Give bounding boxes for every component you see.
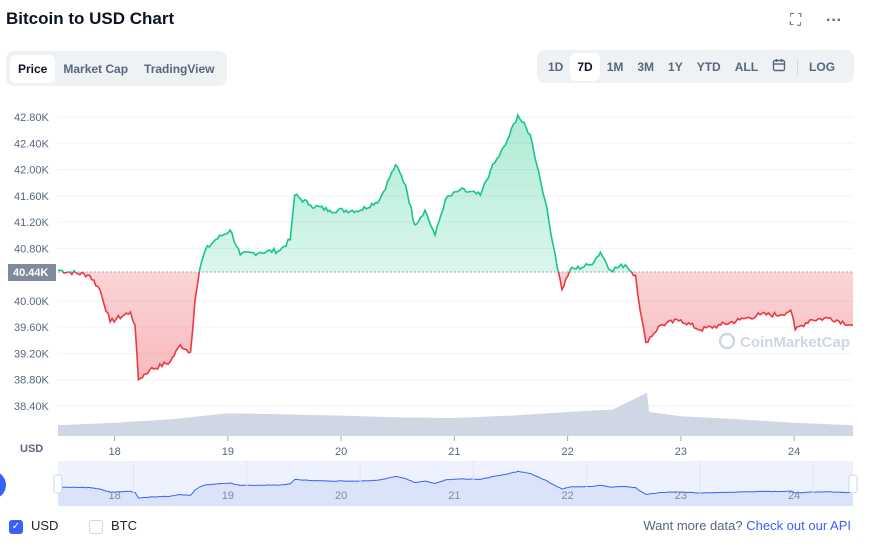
checkbox-box — [89, 519, 103, 534]
price-area-up — [58, 115, 632, 272]
x-tick-label: 21 — [448, 446, 460, 458]
tab-price[interactable]: Price — [10, 54, 56, 83]
more-icon[interactable]: ··· — [826, 12, 842, 29]
fullscreen-icon[interactable]: ⛶ — [790, 12, 802, 29]
navigator-area — [58, 471, 853, 506]
price-chart[interactable]: 18 19 20 21 22 23 24 42.80K 42.40K 42.00K 41.60K 4… — [0, 0, 870, 520]
y-tick-label: 42.80K — [14, 112, 50, 124]
navigator-label: 19 — [222, 490, 234, 502]
usd-checkbox[interactable]: ✓ USD — [9, 518, 58, 534]
navigator-label: 23 — [675, 490, 687, 502]
x-tick-label: 18 — [108, 446, 120, 458]
log-scale-toggle[interactable]: LOG — [809, 59, 836, 74]
calendar-icon[interactable] — [765, 51, 793, 82]
floating-action-button[interactable] — [0, 471, 6, 499]
divider — [797, 58, 799, 75]
y-tick-label: 38.80K — [14, 375, 50, 387]
navigator-label: 21 — [448, 490, 460, 502]
volume-area — [58, 392, 853, 436]
y-tick-label: 41.60K — [14, 191, 50, 203]
price-line-down — [62, 271, 853, 382]
navigator-handle-left[interactable] — [53, 474, 63, 494]
y-tick-label: 40.80K — [14, 243, 50, 255]
usd-label: USD — [31, 518, 59, 533]
range-all[interactable]: ALL — [734, 59, 759, 74]
navigator-handle-right[interactable] — [848, 474, 858, 494]
x-tick-label: 23 — [675, 446, 687, 458]
range-3m[interactable]: 3M — [637, 59, 655, 74]
baseline-value: 40.44K — [13, 267, 49, 279]
y-tick-label: 38.40K — [14, 401, 50, 413]
range-1y[interactable]: 1Y — [668, 59, 683, 74]
more-data-text: Want more data? — [643, 518, 743, 533]
price-area-down — [63, 271, 853, 380]
x-tick-label: 19 — [222, 446, 234, 458]
navigator-label: 20 — [335, 490, 347, 502]
tab-market-cap[interactable]: Market Cap — [63, 61, 129, 76]
range-1m[interactable]: 1M — [606, 59, 624, 74]
navigator-label: 18 — [108, 490, 120, 502]
range-1d[interactable]: 1D — [548, 59, 564, 74]
check-icon: ✓ — [9, 519, 23, 534]
watermark: CoinMarketCap — [740, 334, 850, 351]
baseline-badge — [8, 263, 56, 281]
range-ytd[interactable]: YTD — [696, 59, 721, 74]
navigator-label: 22 — [561, 490, 573, 502]
x-tick-label: 20 — [335, 446, 347, 458]
tab-tradingview[interactable]: TradingView — [144, 61, 215, 76]
btc-checkbox[interactable]: BTC — [89, 518, 137, 534]
range-7d[interactable]: 7D — [570, 52, 600, 81]
api-link[interactable]: Check out our API — [746, 518, 851, 533]
navigator-label: 24 — [788, 490, 800, 502]
y-axis-unit: USD — [20, 443, 43, 455]
chart-type-tabs: Price Market Cap TradingView — [6, 51, 227, 86]
x-tick-label: 22 — [561, 446, 573, 458]
x-tick-label: 24 — [788, 446, 800, 458]
y-tick-label: 39.20K — [14, 348, 50, 360]
y-tick-label: 41.20K — [14, 217, 50, 229]
coinmarketcap-logo — [718, 332, 736, 350]
y-tick-label: 40.00K — [14, 296, 50, 308]
btc-label: BTC — [111, 518, 137, 533]
y-tick-label: 39.60K — [14, 322, 50, 334]
y-tick-label: 42.40K — [14, 138, 50, 150]
page-title: Bitcoin to USD Chart — [6, 9, 175, 28]
navigator-line — [58, 470, 853, 499]
time-range-selector: 1D 7D 1M 3M 1Y YTD ALL LOG — [537, 50, 854, 83]
y-tick-label: 42.00K — [14, 165, 50, 177]
api-promo: Want more data? Check out our API — [643, 518, 851, 533]
price-line-up — [58, 112, 633, 272]
